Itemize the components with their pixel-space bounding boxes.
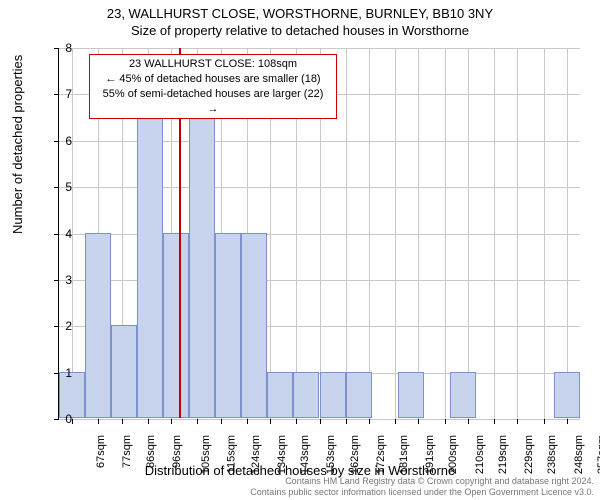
- xtick-label: 219sqm: [497, 435, 509, 474]
- histogram-bar: [85, 233, 111, 419]
- xtick-mark: [98, 419, 99, 424]
- xtick-label: 257sqm: [596, 435, 600, 474]
- xtick-label: 134sqm: [276, 435, 288, 474]
- xtick-label: 124sqm: [250, 435, 262, 474]
- gridline-vertical: [395, 48, 396, 419]
- xtick-mark: [247, 419, 248, 424]
- xtick-label: 86sqm: [145, 435, 157, 468]
- xtick-label: 153sqm: [325, 435, 337, 474]
- y-axis-label: Number of detached properties: [10, 55, 25, 234]
- xtick-label: 238sqm: [547, 435, 559, 474]
- histogram-bar: [346, 372, 372, 418]
- xtick-label: 105sqm: [200, 435, 212, 474]
- xtick-label: 96sqm: [171, 435, 183, 468]
- annotation-line: 23 WALLHURST CLOSE: 108sqm: [96, 57, 330, 72]
- xtick-label: 229sqm: [523, 435, 535, 474]
- page-title: 23, WALLHURST CLOSE, WORSTHORNE, BURNLEY…: [0, 0, 600, 21]
- xtick-mark: [544, 419, 545, 424]
- histogram-bar: [554, 372, 580, 418]
- xtick-mark: [369, 419, 370, 424]
- xtick-mark: [517, 419, 518, 424]
- xtick-label: 200sqm: [448, 435, 460, 474]
- gridline-vertical: [517, 48, 518, 419]
- xtick-mark: [395, 419, 396, 424]
- footer-line1: Contains HM Land Registry data © Crown c…: [250, 476, 594, 487]
- xtick-mark: [72, 419, 73, 424]
- xtick-mark: [445, 419, 446, 424]
- histogram-bar: [111, 325, 137, 418]
- histogram-bar: [215, 233, 241, 419]
- ytick-label: 7: [52, 87, 72, 101]
- xtick-mark: [171, 419, 172, 424]
- ytick-label: 2: [52, 319, 72, 333]
- gridline-vertical: [494, 48, 495, 419]
- xtick-label: 191sqm: [424, 435, 436, 474]
- xtick-label: 77sqm: [121, 435, 133, 468]
- xtick-mark: [567, 419, 568, 424]
- xtick-mark: [468, 419, 469, 424]
- histogram-bar: [137, 93, 163, 418]
- histogram-bar: [398, 372, 424, 418]
- ytick-label: 8: [52, 41, 72, 55]
- xtick-mark: [296, 419, 297, 424]
- xtick-label: 162sqm: [349, 435, 361, 474]
- histogram-bar: [320, 372, 346, 418]
- xtick-mark: [221, 419, 222, 424]
- footer-line2: Contains public sector information licen…: [250, 487, 594, 498]
- ytick-label: 4: [52, 227, 72, 241]
- histogram-bar: [267, 372, 293, 418]
- xtick-mark: [494, 419, 495, 424]
- xtick-mark: [346, 419, 347, 424]
- gridline-vertical: [346, 48, 347, 419]
- annotation-box: 23 WALLHURST CLOSE: 108sqm← 45% of detac…: [89, 54, 337, 119]
- gridline-vertical: [72, 48, 73, 419]
- annotation-line: 55% of semi-detached houses are larger (…: [96, 87, 330, 117]
- xtick-mark: [197, 419, 198, 424]
- gridline-vertical: [544, 48, 545, 419]
- xtick-mark: [148, 419, 149, 424]
- histogram-bar: [450, 372, 476, 418]
- plot-region: 23 WALLHURST CLOSE: 108sqm← 45% of detac…: [58, 48, 580, 420]
- ytick-label: 5: [52, 180, 72, 194]
- xtick-label: 248sqm: [573, 435, 585, 474]
- annotation-line: ← 45% of detached houses are smaller (18…: [96, 72, 330, 87]
- xtick-label: 67sqm: [95, 435, 107, 468]
- footer-attribution: Contains HM Land Registry data © Crown c…: [250, 476, 594, 498]
- xtick-mark: [320, 419, 321, 424]
- xtick-label: 181sqm: [398, 435, 410, 474]
- gridline-vertical: [369, 48, 370, 419]
- ytick-label: 6: [52, 134, 72, 148]
- xtick-label: 115sqm: [225, 435, 237, 473]
- xtick-label: 210sqm: [474, 435, 486, 474]
- gridline-vertical: [567, 48, 568, 419]
- gridline-vertical: [418, 48, 419, 419]
- histogram-bar: [189, 93, 215, 418]
- xtick-mark: [270, 419, 271, 424]
- histogram-bar: [241, 233, 267, 419]
- xtick-label: 143sqm: [299, 435, 311, 474]
- xtick-mark: [122, 419, 123, 424]
- ytick-label: 3: [52, 273, 72, 287]
- xtick-mark: [418, 419, 419, 424]
- gridline-vertical: [468, 48, 469, 419]
- histogram-bar: [293, 372, 319, 418]
- chart-area: 23 WALLHURST CLOSE: 108sqm← 45% of detac…: [58, 48, 580, 420]
- ytick-label: 0: [52, 412, 72, 426]
- gridline-vertical: [445, 48, 446, 419]
- xtick-label: 172sqm: [375, 435, 387, 474]
- page-subtitle: Size of property relative to detached ho…: [0, 21, 600, 38]
- ytick-label: 1: [52, 366, 72, 380]
- histogram-bar: [163, 233, 189, 419]
